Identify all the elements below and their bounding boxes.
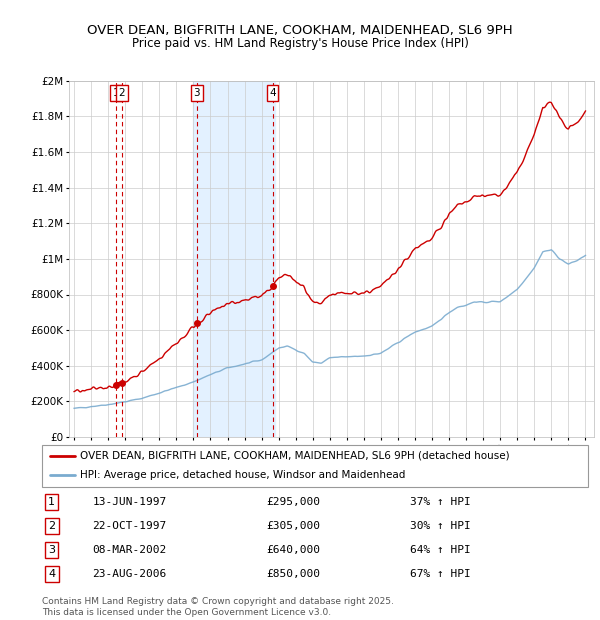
Text: 13-JUN-1997: 13-JUN-1997 [92,497,166,507]
Text: Price paid vs. HM Land Registry's House Price Index (HPI): Price paid vs. HM Land Registry's House … [131,37,469,50]
Text: 4: 4 [48,569,55,579]
Text: 64% ↑ HPI: 64% ↑ HPI [410,545,471,555]
Text: 2: 2 [119,88,125,98]
Text: OVER DEAN, BIGFRITH LANE, COOKHAM, MAIDENHEAD, SL6 9PH (detached house): OVER DEAN, BIGFRITH LANE, COOKHAM, MAIDE… [80,451,510,461]
Text: 2: 2 [48,521,55,531]
Text: 23-AUG-2006: 23-AUG-2006 [92,569,166,579]
FancyBboxPatch shape [42,445,588,487]
Text: 37% ↑ HPI: 37% ↑ HPI [410,497,471,507]
Text: £305,000: £305,000 [266,521,320,531]
Text: 67% ↑ HPI: 67% ↑ HPI [410,569,471,579]
Text: 3: 3 [193,88,200,98]
Text: 22-OCT-1997: 22-OCT-1997 [92,521,166,531]
Text: 4: 4 [269,88,276,98]
Text: OVER DEAN, BIGFRITH LANE, COOKHAM, MAIDENHEAD, SL6 9PH: OVER DEAN, BIGFRITH LANE, COOKHAM, MAIDE… [87,24,513,37]
Text: £850,000: £850,000 [266,569,320,579]
Bar [193,81,275,437]
Text: £640,000: £640,000 [266,545,320,555]
Text: 1: 1 [113,88,119,98]
Text: 1: 1 [49,497,55,507]
Text: 08-MAR-2002: 08-MAR-2002 [92,545,166,555]
Text: HPI: Average price, detached house, Windsor and Maidenhead: HPI: Average price, detached house, Wind… [80,471,406,480]
Text: 3: 3 [49,545,55,555]
Text: Contains HM Land Registry data © Crown copyright and database right 2025.
This d: Contains HM Land Registry data © Crown c… [42,598,394,617]
Text: 30% ↑ HPI: 30% ↑ HPI [410,521,471,531]
Text: £295,000: £295,000 [266,497,320,507]
